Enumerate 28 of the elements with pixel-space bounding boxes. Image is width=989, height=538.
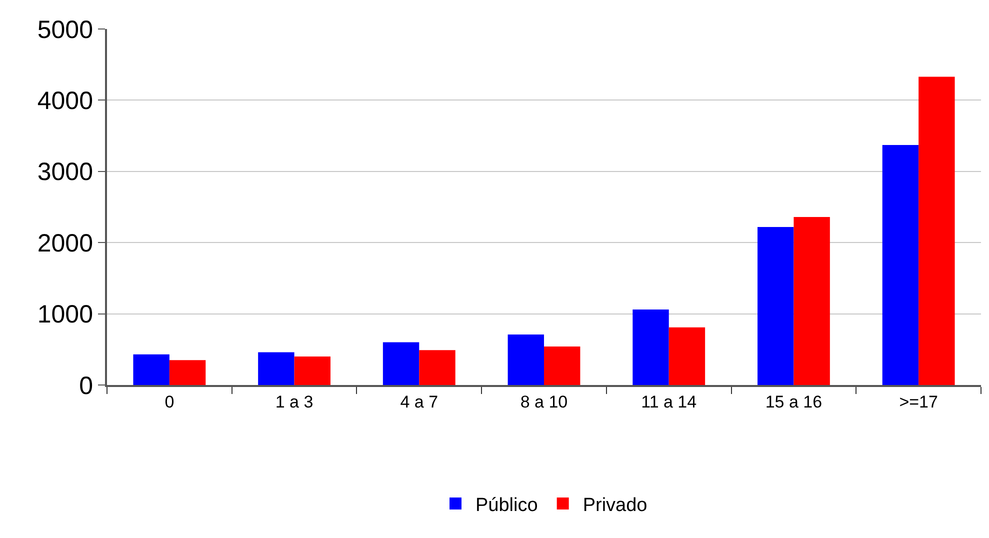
bar (544, 346, 580, 385)
x-tick-label: 8 a 10 (520, 392, 568, 412)
bar (133, 354, 170, 385)
bar (294, 356, 330, 385)
bar (419, 350, 456, 385)
x-tick-label: 4 a 7 (400, 392, 438, 412)
x-tick-label: 0 (164, 392, 174, 412)
y-tick-label: 2000 (37, 229, 93, 258)
bar (882, 145, 919, 385)
y-tick-label: 5000 (37, 16, 93, 44)
x-tick-label: 11 a 14 (641, 392, 697, 412)
bar (918, 76, 955, 385)
x-tick-label: 1 a 3 (275, 392, 314, 412)
bar (169, 360, 206, 385)
bar (632, 310, 669, 385)
y-tick-label: 1000 (37, 300, 93, 329)
x-tick-label: >=17 (899, 392, 938, 412)
y-tick-label: 4000 (37, 86, 93, 115)
y-tick-label: 3000 (37, 158, 93, 186)
legend-label: Privado (582, 494, 648, 516)
bar (508, 334, 544, 385)
legend-label: Público (476, 494, 538, 516)
bar (758, 226, 794, 385)
bar (258, 352, 294, 385)
bar (794, 216, 830, 385)
bar (668, 327, 706, 385)
bar (382, 342, 420, 385)
x-tick-label: 15 a 16 (765, 392, 822, 412)
